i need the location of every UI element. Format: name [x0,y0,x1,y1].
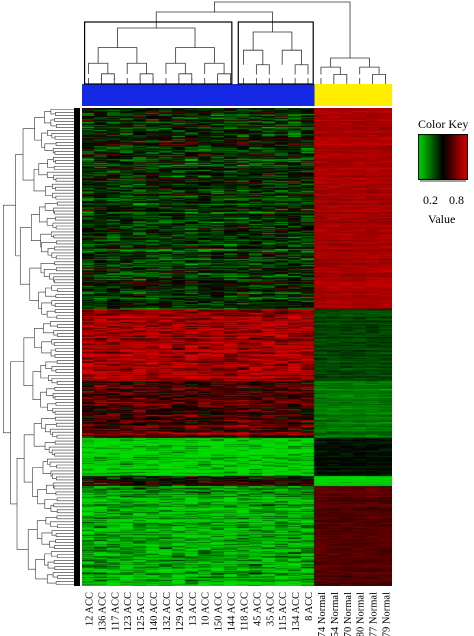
cluster-box [237,21,314,85]
color-key-title: Color Key [418,117,468,131]
group-bar-acc [82,84,315,106]
column-label: 134 ACC [291,592,302,631]
column-label: 150 ACC [214,592,225,631]
row-leaf-strip [74,108,80,586]
column-label: 74 Normal [317,592,328,636]
column-label: 35 ACC [265,592,276,626]
column-label: 80 Normal [356,592,367,636]
column-label: 79 Normal [382,592,393,636]
column-label: 123 ACC [123,592,134,631]
color-key-gradient [418,134,468,180]
column-label: 144 ACC [227,592,238,631]
column-label: 117 ACC [110,592,121,631]
column-label: 77 Normal [369,592,380,636]
color-key-tick-high: 0.8 [449,193,464,207]
column-label: 125 ACC [136,592,147,631]
column-label: 115 ACC [278,592,289,631]
column-label: 54 Normal [330,592,341,636]
heatmap-matrix [82,108,392,586]
column-label: 132 ACC [162,592,173,631]
column-label: 12 ACC [84,592,95,626]
column-label: 70 Normal [343,592,354,636]
group-bar-normal [314,84,392,106]
column-label: 118 ACC [239,592,250,631]
column-label: 129 ACC [175,592,186,631]
column-label: 8 ACC [304,592,315,621]
column-label: 13 ACC [188,592,199,626]
color-key-tick-low: 0.2 [423,193,438,207]
color-key-label: Value [428,212,455,226]
column-label: 10 ACC [201,592,212,626]
column-label: 45 ACC [252,592,263,626]
column-label: 136 ACC [97,592,108,631]
column-label: 140 ACC [149,592,160,631]
cluster-box [83,21,233,85]
